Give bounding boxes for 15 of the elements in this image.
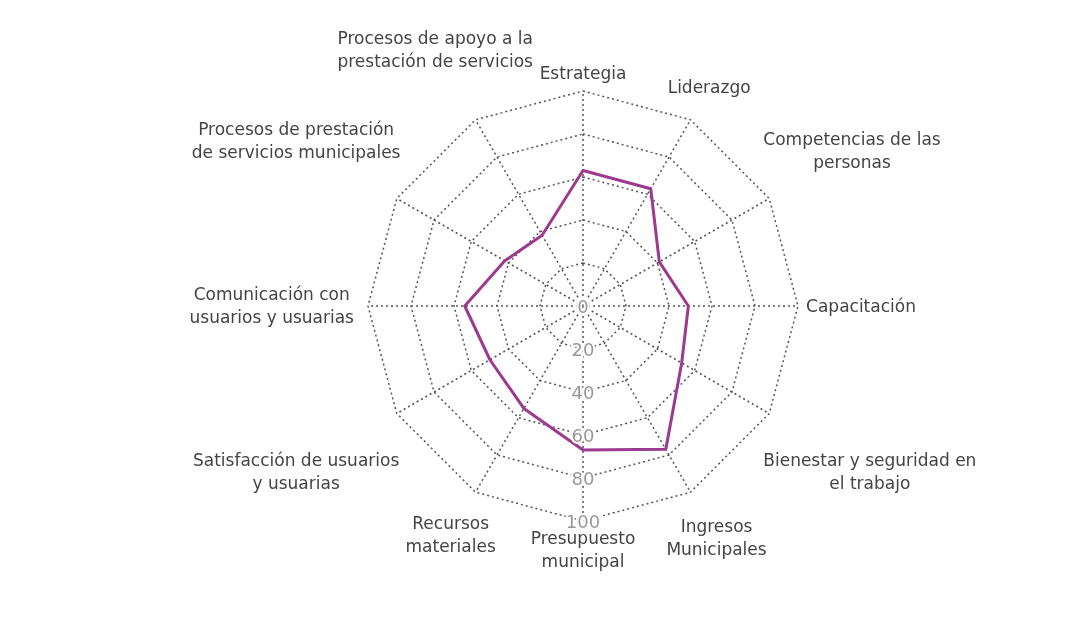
spoke-label: Ingresos Municipales bbox=[666, 515, 767, 559]
spoke-label: Capacitación bbox=[806, 295, 916, 316]
spoke-label: Bienestar y seguridad en el trabajo bbox=[763, 449, 977, 493]
spoke-label: Procesos de apoyo a la prestación de servicios bbox=[337, 28, 534, 72]
spoke-label: Competencias de las personas bbox=[763, 128, 941, 172]
y-tick-label: 60 bbox=[571, 425, 595, 446]
spoke-label: Procesos de prestación de servicios municipales bbox=[191, 118, 401, 162]
y-tick-label: 40 bbox=[571, 382, 595, 403]
y-tick-label: 80 bbox=[571, 468, 595, 489]
spoke-label: Recursos materiales bbox=[405, 513, 496, 557]
spoke-label: Estrategia bbox=[539, 63, 627, 84]
spoke-label: Liderazgo bbox=[667, 77, 751, 98]
spoke-label: Satisfacción de usuarios y usuarias bbox=[192, 449, 400, 493]
spoke-label: Comunicación con usuarios y usuarias bbox=[189, 284, 355, 328]
y-tick-label: 20 bbox=[571, 339, 595, 360]
